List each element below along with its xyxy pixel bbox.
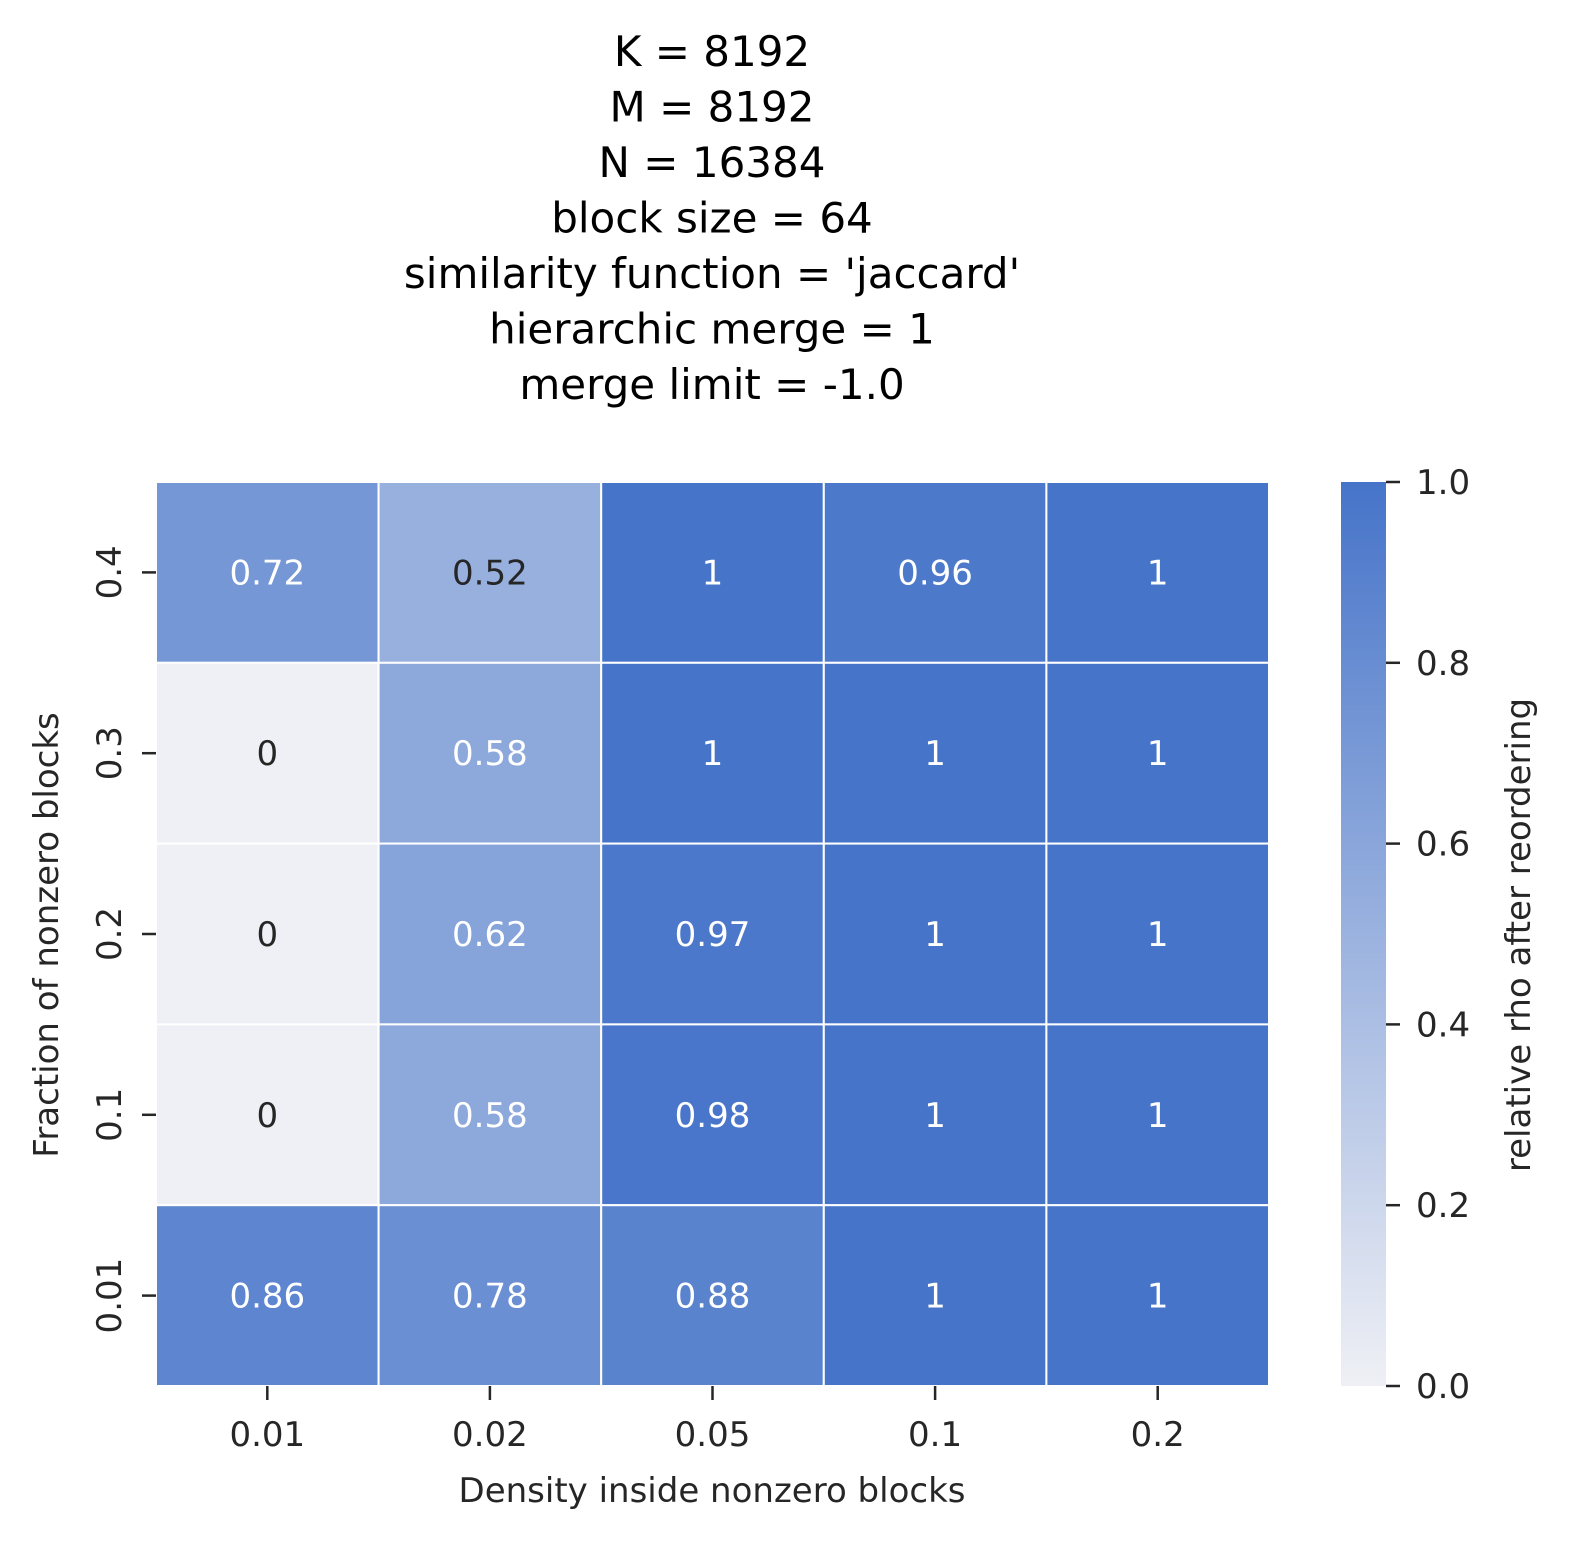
heatmap-cell bbox=[822, 1023, 1048, 1207]
cell-value: 0 bbox=[256, 915, 278, 955]
heatmap-cell bbox=[1045, 661, 1271, 845]
x-tick-label: 0.02 bbox=[452, 1415, 528, 1455]
chart-title: K = 8192 M = 8192 N = 16384 block size = 64… bbox=[404, 27, 1020, 409]
x-tick-label: 0.1 bbox=[908, 1415, 962, 1455]
cell-value: 0.98 bbox=[675, 1096, 751, 1136]
colorbar-label: relative rho after reordering bbox=[1499, 698, 1539, 1172]
heatmap-cell bbox=[600, 1023, 825, 1207]
cell-value: 0.97 bbox=[675, 915, 751, 955]
heatmap-cell bbox=[600, 481, 825, 664]
title-line: block size = 64 bbox=[551, 194, 873, 243]
title-line: merge limit = -1.0 bbox=[519, 360, 904, 409]
cell-value: 0.52 bbox=[452, 553, 528, 593]
colorbar: 0.0 0.2 0.4 0.6 0.8 1.0 bbox=[1341, 463, 1470, 1407]
x-axis: 0.01 0.02 0.05 0.1 0.2 bbox=[229, 1386, 1185, 1455]
heatmap-cells bbox=[155, 481, 1271, 1387]
cell-value: 0.78 bbox=[452, 1277, 528, 1317]
heatmap-cell bbox=[155, 481, 380, 664]
heatmap-cell bbox=[155, 661, 380, 845]
heatmap-cell bbox=[600, 1204, 825, 1387]
cell-value: 1 bbox=[1147, 734, 1169, 774]
heatmap-cell bbox=[600, 661, 825, 845]
y-axis: 0.4 0.3 0.2 0.1 0.01 bbox=[90, 545, 156, 1333]
y-tick-label: 0.4 bbox=[90, 545, 130, 599]
heatmap-cell bbox=[377, 1204, 603, 1387]
colorbar-gradient bbox=[1341, 482, 1386, 1386]
title-line: similarity function = 'jaccard' bbox=[404, 249, 1020, 298]
cell-value: 0 bbox=[256, 734, 278, 774]
cell-value: 1 bbox=[924, 734, 946, 774]
x-tick-label: 0.01 bbox=[229, 1415, 305, 1455]
cell-annotations: 0.72 0.52 1 0.96 1 0 0.58 1 1 1 0 0.62 0.97 1 1 0 0.58 0.… bbox=[229, 553, 1168, 1316]
cell-value: 1 bbox=[924, 1096, 946, 1136]
cell-value: 1 bbox=[702, 734, 724, 774]
y-tick-label: 0.2 bbox=[90, 907, 130, 961]
colorbar-tick-label: 0.4 bbox=[1416, 1005, 1470, 1045]
title-line: K = 8192 bbox=[614, 27, 810, 76]
colorbar-tick-label: 0.8 bbox=[1416, 644, 1470, 684]
cell-value: 1 bbox=[924, 1277, 946, 1317]
y-tick-label: 0.1 bbox=[90, 1088, 130, 1142]
heatmap-cell bbox=[1045, 1023, 1271, 1207]
title-line: N = 16384 bbox=[599, 138, 826, 187]
x-tick-label: 0.2 bbox=[1131, 1415, 1185, 1455]
cell-value: 1 bbox=[924, 915, 946, 955]
x-axis-label: Density inside nonzero blocks bbox=[459, 1471, 966, 1511]
y-tick-label: 0.01 bbox=[90, 1258, 130, 1334]
colorbar-tick-label: 0.6 bbox=[1416, 825, 1470, 865]
heatmap-cell bbox=[377, 842, 603, 1026]
title-line: hierarchic merge = 1 bbox=[489, 305, 935, 354]
colorbar-tick-label: 0.0 bbox=[1416, 1367, 1470, 1407]
cell-value: 0.58 bbox=[452, 734, 528, 774]
colorbar-tick-label: 0.2 bbox=[1416, 1186, 1470, 1226]
heatmap-cell bbox=[822, 481, 1048, 664]
title-line: M = 8192 bbox=[609, 83, 814, 132]
x-tick-label: 0.05 bbox=[675, 1415, 751, 1455]
cell-value: 1 bbox=[702, 553, 724, 593]
cell-value: 1 bbox=[1147, 915, 1169, 955]
heatmap-cell bbox=[377, 481, 603, 664]
y-tick-label: 0.3 bbox=[90, 726, 130, 780]
cell-value: 0.72 bbox=[229, 553, 305, 593]
heatmap-cell bbox=[155, 1204, 380, 1387]
y-axis-label: Fraction of nonzero blocks bbox=[27, 712, 67, 1158]
cell-value: 0 bbox=[256, 1096, 278, 1136]
heatmap-cell bbox=[822, 842, 1048, 1026]
heatmap-cell bbox=[1045, 481, 1271, 664]
cell-value: 1 bbox=[1147, 1277, 1169, 1317]
heatmap-cell bbox=[1045, 842, 1271, 1026]
cell-value: 1 bbox=[1147, 553, 1169, 593]
colorbar-tick-label: 1.0 bbox=[1416, 463, 1470, 503]
cell-value: 0.86 bbox=[229, 1277, 305, 1317]
heatmap-cell bbox=[377, 1023, 603, 1207]
cell-value: 1 bbox=[1147, 1096, 1169, 1136]
cell-value: 0.62 bbox=[452, 915, 528, 955]
cell-value: 0.58 bbox=[452, 1096, 528, 1136]
heatmap-cell bbox=[1045, 1204, 1271, 1387]
heatmap-cell bbox=[600, 842, 825, 1026]
cell-value: 0.88 bbox=[675, 1277, 751, 1317]
cell-value: 0.96 bbox=[897, 553, 973, 593]
